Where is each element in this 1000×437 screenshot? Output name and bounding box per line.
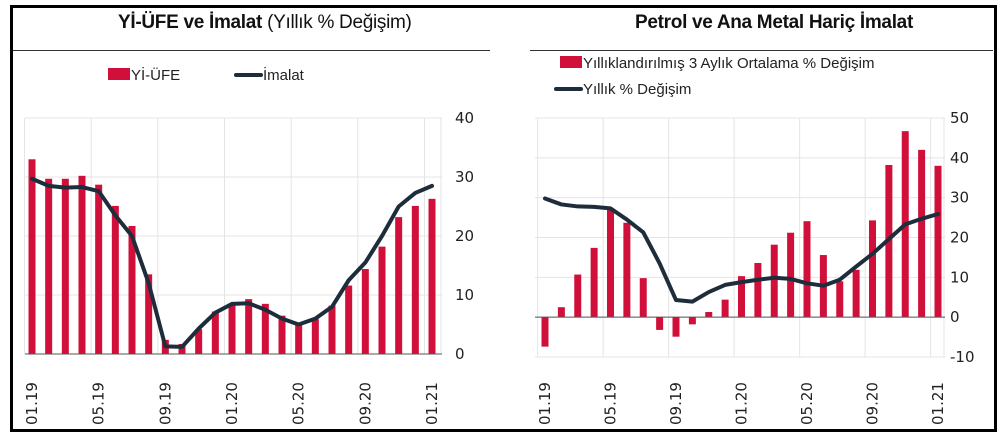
chart0-bar-05.19	[95, 184, 103, 354]
chart1-y-tick-label: 40	[950, 149, 969, 167]
chart0-bar-04.19	[78, 175, 86, 354]
chart0-y-tick-label: 10	[455, 286, 474, 304]
chart1-y-tick-label: 50	[950, 109, 969, 127]
chart1-y-tick-label: 20	[950, 229, 969, 247]
left-chart-title: Yİ-ÜFE ve İmalat (Yıllık % Değişim)	[118, 12, 412, 34]
chart1-bar-09.19	[672, 317, 680, 337]
chart0-y-tick-label: 40	[455, 109, 474, 127]
chart0-bar-08.20	[345, 285, 353, 354]
chart1-x-tick-label: 01.19	[536, 382, 554, 425]
chart1-x-tick-label: 05.19	[602, 382, 620, 425]
chart0-legend-label: İmalat	[263, 66, 305, 84]
chart1-bar-06.19	[623, 222, 631, 318]
chart1-bar-04.20	[787, 232, 795, 318]
chart0-bar-08.19	[145, 274, 153, 354]
right-title-divider	[530, 50, 993, 51]
chart0-bar-06.20	[311, 319, 319, 354]
chart0-bar-02.20	[245, 299, 253, 354]
chart1-bar-04.19	[590, 247, 598, 318]
chart0-bar-02.19	[45, 178, 53, 354]
chart1-x-tick-label: 09.20	[864, 382, 882, 425]
chart0-x-tick-label: 05.20	[290, 382, 308, 425]
chart1-x-tick-label: 01.21	[929, 382, 947, 425]
chart0-legend-label: Yİ-ÜFE	[131, 66, 180, 84]
chart0-bar-01.20	[228, 305, 236, 354]
chart0-bar-03.19	[61, 178, 69, 354]
chart0-bar-12.19	[211, 311, 219, 354]
chart1-bar-03.19	[574, 274, 582, 318]
chart1-bar-12.19	[721, 299, 729, 318]
left-title-main: Yİ-ÜFE ve İmalat	[118, 12, 263, 33]
chart1-bar-07.19	[639, 278, 647, 318]
chart0-bar-06.19	[111, 205, 119, 354]
right-chart-title: Petrol ve Ana Metal Hariç İmalat	[635, 12, 913, 33]
chart1-bar-10.19	[688, 317, 696, 325]
chart1-x-tick-label: 01.20	[733, 382, 751, 425]
chart0-bar-10.20	[378, 246, 386, 354]
chart1-bar-01.21	[934, 165, 942, 318]
chart1-y-tick-label: 30	[950, 189, 969, 207]
chart1-bar-05.20	[803, 221, 811, 318]
chart0-x-tick-label: 01.20	[223, 382, 241, 425]
chart0-bar-11.20	[395, 217, 403, 354]
chart1-bar-02.19	[557, 307, 565, 318]
chart1-bar-11.19	[705, 311, 713, 318]
chart0-bar-05.20	[295, 323, 303, 354]
chart0-bar-10.19	[178, 343, 186, 354]
left-title-divider	[13, 50, 490, 51]
chart0-x-tick-label: 09.19	[156, 382, 174, 425]
chart0-bar-12.20	[411, 205, 419, 354]
chart1-x-tick-label: 05.20	[798, 382, 816, 425]
chart1-bar-05.19	[607, 209, 614, 318]
figure-frame	[10, 5, 997, 432]
chart0-x-tick-label: 09.20	[356, 382, 374, 425]
chart0-bar-03.20	[261, 303, 269, 354]
chart1-bar-09.20	[869, 220, 876, 318]
chart1-bar-08.20	[852, 269, 860, 318]
chart0-y-tick-label: 30	[455, 168, 474, 186]
chart1-bar-08.19	[656, 317, 664, 330]
chart0-bar-07.19	[128, 225, 136, 354]
chart1-bar-02.20	[754, 262, 762, 318]
chart1-legend-label: Yıllık % Değişim	[583, 81, 691, 98]
chart0-bar-07.20	[328, 305, 336, 354]
chart0-x-tick-label: 05.19	[90, 382, 108, 425]
chart0-x-tick-label: 01.21	[423, 382, 441, 425]
chart1-y-tick-label: 10	[950, 268, 969, 286]
chart1-bar-01.19	[541, 317, 549, 347]
chart0-y-tick-label: 0	[455, 345, 465, 363]
chart1-bar-01.20	[738, 276, 745, 318]
chart1-y-tick-label: -10	[950, 348, 975, 366]
left-title-sub: (Yıllık % Değişim)	[267, 12, 412, 33]
chart0-legend-bar-swatch	[108, 68, 130, 80]
chart1-legend-label: Yıllıklandırılmış 3 Aylık Ortalama % Değ…	[583, 55, 874, 72]
chart0-bar-09.20	[361, 269, 369, 354]
chart0-bar-01.19	[28, 159, 36, 354]
chart0-bar-01.21	[428, 198, 436, 354]
chart1-bar-12.20	[918, 149, 926, 318]
chart1-bar-03.20	[770, 244, 778, 318]
chart0-x-tick-label: 01.19	[23, 382, 41, 425]
chart1-bar-07.20	[836, 281, 844, 318]
chart0-bar-04.20	[278, 315, 286, 354]
chart1-legend-bar-swatch	[560, 56, 582, 68]
chart1-x-tick-label: 09.19	[667, 382, 685, 425]
chart1-y-tick-label: 0	[950, 308, 960, 326]
chart0-bar-11.19	[195, 329, 203, 354]
chart0-y-tick-label: 20	[455, 227, 474, 245]
